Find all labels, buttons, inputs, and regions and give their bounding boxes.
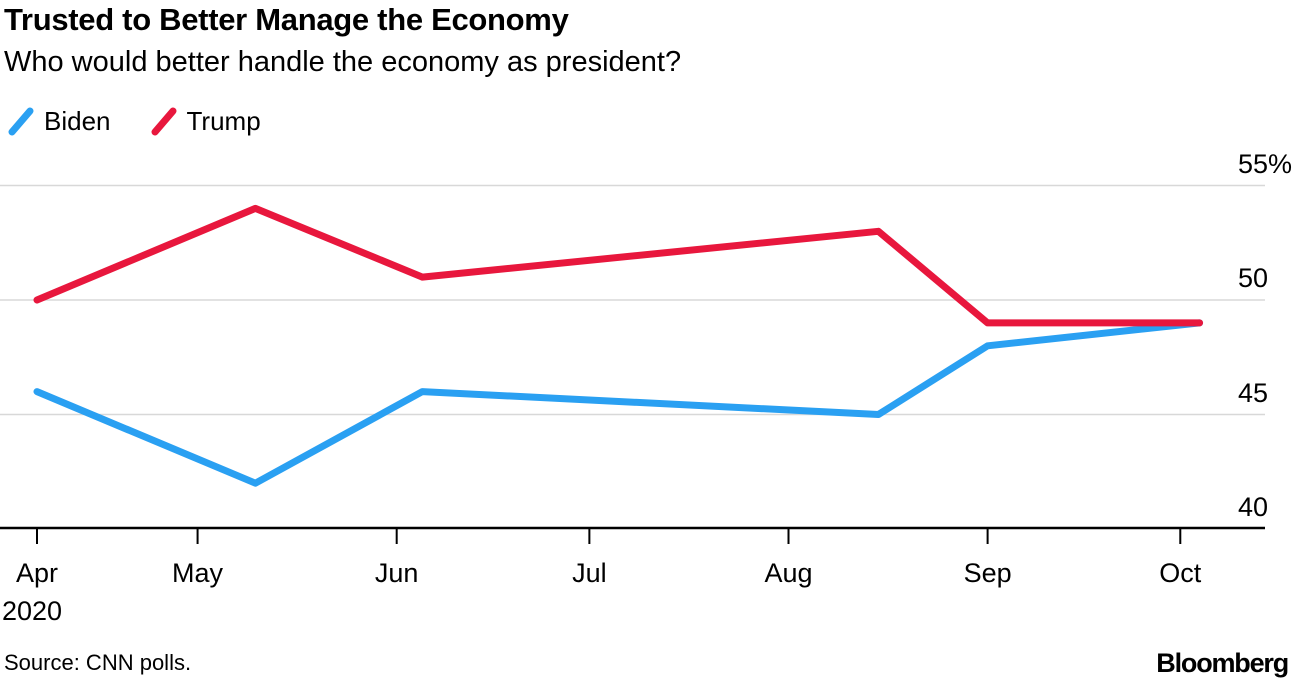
biden-line-swatch-icon <box>8 107 34 136</box>
trump-line-swatch-icon <box>151 107 176 136</box>
legend-label-trump: Trump <box>186 105 261 136</box>
legend-label-biden: Biden <box>44 105 111 136</box>
chart-subtitle: Who would better handle the economy as p… <box>4 46 682 78</box>
x-axis-label-Oct: Oct <box>1159 558 1202 588</box>
bloomberg-logo: Bloomberg <box>1156 648 1289 678</box>
y-axis-label-value: 55 <box>1237 148 1268 179</box>
source-note: Source: CNN polls. <box>4 650 192 675</box>
legend: Biden Trump <box>6 104 261 138</box>
percent-sign: % <box>1268 148 1292 179</box>
y-axis-label-45: 45 <box>1238 377 1268 409</box>
legend-item-trump: Trump <box>149 104 261 138</box>
biden-line <box>33 319 1204 487</box>
y-axis-label-value: 40 <box>1237 492 1268 522</box>
x-axis-label-Apr: Apr <box>15 558 59 588</box>
x-axis-label-May: May <box>172 558 224 588</box>
chart-title: Trusted to Better Manage the Economy <box>4 2 569 37</box>
trump-line <box>33 204 1204 327</box>
y-axis-label-value: 45 <box>1237 377 1268 408</box>
y-axis-label-55: 55% <box>1237 148 1292 180</box>
y-axis-label-50: 50 <box>1238 262 1268 294</box>
legend-item-biden: Biden <box>6 104 111 138</box>
x-axis-label-Sep: Sep <box>963 558 1012 588</box>
x-axis-label-Jun: Jun <box>374 558 419 588</box>
x-axis-label-Aug: Aug <box>764 558 813 588</box>
y-axis-label-value: 50 <box>1237 263 1268 293</box>
x-axis-label-Jul: Jul <box>572 558 607 588</box>
y-axis-label-40: 40 <box>1238 491 1268 523</box>
x-axis-year-label: 2020 <box>2 596 63 626</box>
